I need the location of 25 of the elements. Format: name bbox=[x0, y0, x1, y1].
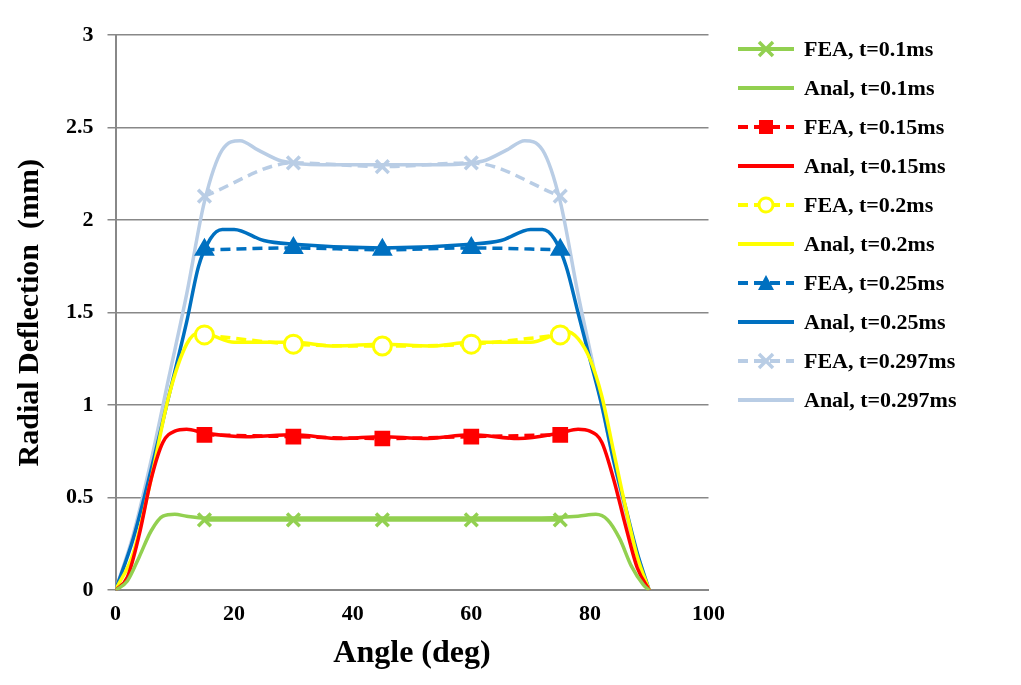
legend-label: FEA, t=0.25ms bbox=[804, 270, 945, 296]
legend-label: Anal, t=0.2ms bbox=[804, 231, 935, 257]
y-tick-label: 1 bbox=[82, 390, 94, 416]
legend-label: FEA, t=0.1ms bbox=[804, 36, 934, 62]
x-tick-label: 100 bbox=[692, 600, 725, 626]
y-tick-label: 2.5 bbox=[66, 113, 94, 139]
legend-label: Anal, t=0.25ms bbox=[804, 309, 946, 335]
legend-label: Anal, t=0.15ms bbox=[804, 153, 946, 179]
x-tick-label: 0 bbox=[110, 600, 121, 626]
legend-label: FEA, t=0.15ms bbox=[804, 114, 945, 140]
y-tick-label: 1.5 bbox=[66, 298, 94, 324]
legend-label: FEA, t=0.2ms bbox=[804, 192, 934, 218]
x-tick-label: 80 bbox=[578, 600, 601, 626]
legend-label: FEA, t=0.297ms bbox=[804, 348, 956, 374]
x-tick-label: 60 bbox=[460, 600, 483, 626]
x-tick-label: 20 bbox=[223, 600, 246, 626]
y-tick-label: 3 bbox=[82, 20, 94, 46]
x-axis-title: Angle (deg) bbox=[333, 633, 491, 670]
y-tick-label: 2 bbox=[82, 205, 94, 231]
y-tick-label: 0 bbox=[82, 575, 94, 601]
y-tick-label: 0.5 bbox=[66, 483, 94, 509]
x-tick-label: 40 bbox=[341, 600, 364, 626]
legend-label: Anal, t=0.297ms bbox=[804, 387, 957, 413]
y-axis-title: Radial Deflection (mm) bbox=[10, 158, 45, 467]
legend-label: Anal, t=0.1ms bbox=[804, 75, 935, 101]
